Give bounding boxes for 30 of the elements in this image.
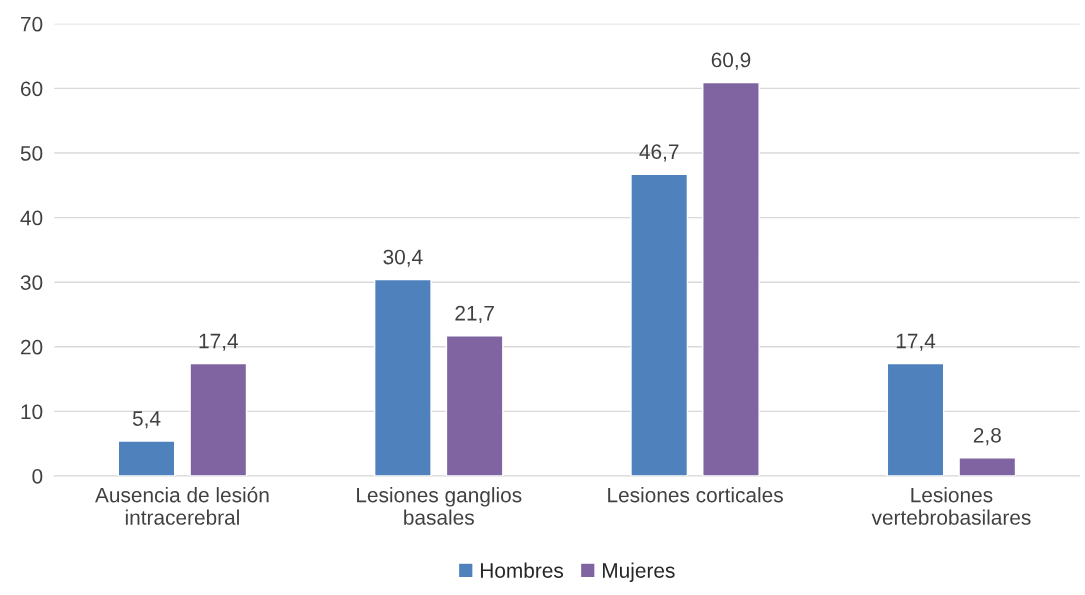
bar (958, 457, 1017, 476)
y-tick-label: 50 (20, 146, 43, 161)
x-tick-label: Lesiones vertebrobasilares (871, 487, 1031, 525)
data-label: 17,4 (896, 333, 936, 351)
bar (117, 440, 176, 476)
data-label: 17,4 (199, 333, 238, 351)
y-tick-label: 30 (20, 275, 43, 290)
legend-label: Hombres (480, 562, 564, 578)
bar (445, 335, 504, 476)
bar (886, 362, 945, 476)
x-tick-label: Lesiones corticales (608, 487, 783, 503)
x-tick-label: Lesiones ganglios basales (357, 487, 522, 525)
bar (630, 173, 689, 476)
data-label: 60,9 (711, 52, 751, 70)
bar (373, 278, 432, 476)
y-tick-label: 0 (32, 469, 43, 484)
y-tick-label: 70 (21, 16, 43, 32)
y-tick-label: 20 (21, 339, 43, 355)
data-label: 21,7 (455, 305, 494, 324)
y-tick-label: 40 (20, 210, 43, 226)
legend-label: Mujeres (603, 562, 675, 582)
y-tick-label: 10 (21, 404, 43, 420)
data-label: 30,4 (383, 249, 423, 267)
data-label: 46,7 (639, 144, 679, 162)
data-label: 2,8 (973, 427, 1001, 446)
y-tick-label: 60 (21, 81, 43, 97)
bar (702, 81, 760, 476)
bar (189, 362, 248, 476)
data-label: 5,4 (132, 411, 161, 429)
x-tick-label: Ausencia de lesión intracerebral (95, 486, 269, 525)
